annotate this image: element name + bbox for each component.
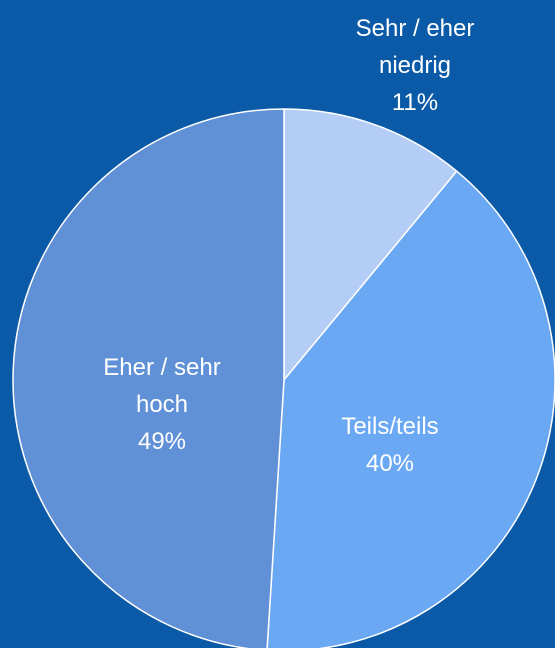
value-label: 49% [137,427,187,455]
label-box: Eher / sehr hoch 49% [72,344,252,464]
slice-label: Sehr / eher niedrig 11% [325,5,505,125]
pie-slice [12,108,285,648]
value-label: 11% [391,88,439,116]
slice-label: Teils/teils 40% [300,385,480,505]
category-label: Teils/teils [341,413,439,440]
value-label: 40% [365,450,415,477]
pie-slice [266,170,555,648]
category-label: Eher / sehr hoch [103,353,221,418]
pie-slice [283,108,458,383]
label-box: Sehr / eher niedrig 11% [325,5,505,125]
slice-label: Eher / sehr hoch 49% [72,344,252,464]
label-box: Teils/teils 40% [300,385,480,505]
category-label: Sehr / eher niedrig [355,14,475,79]
